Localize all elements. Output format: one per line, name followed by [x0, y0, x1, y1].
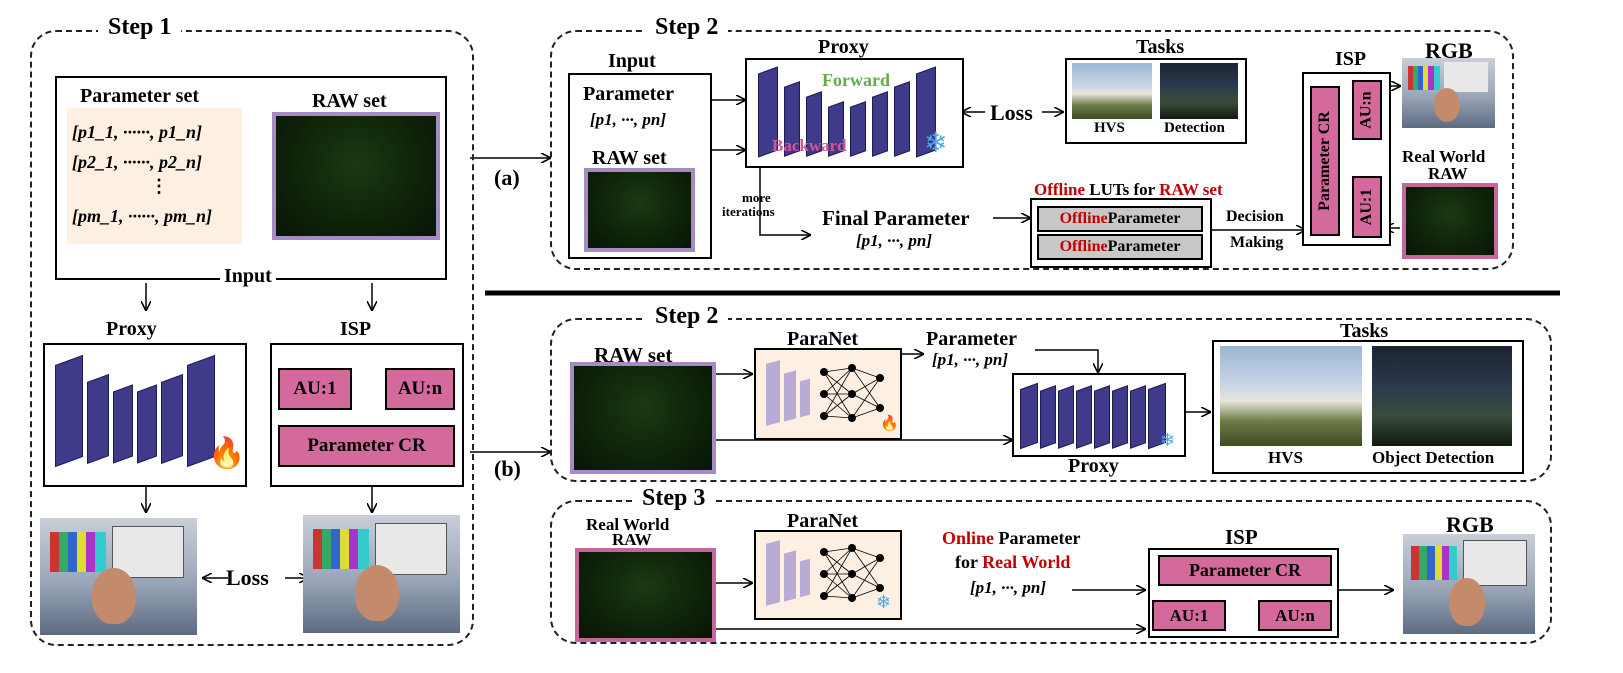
step2a-tasks-title: Tasks [1136, 36, 1184, 59]
step2b-proxy-label: Proxy [1068, 455, 1119, 478]
branch-a-label: (a) [494, 165, 520, 191]
step2b-raw-image [570, 362, 716, 474]
step1-proxy-network [55, 352, 225, 464]
step2a-rgb-image [1402, 58, 1495, 128]
final-parameter-label: Final Parameter [822, 206, 970, 231]
step2a-raw-image [584, 168, 695, 252]
neural-net-icon [762, 358, 894, 430]
forward-label: Forward [822, 70, 890, 91]
step2a-hvs-image [1072, 63, 1152, 119]
step2a-hvs-label: HVS [1094, 120, 1125, 137]
step3-rgb-image [1403, 534, 1535, 634]
step2a-detection-image [1160, 63, 1238, 119]
param-row-4: [pm_1, ······, pm_n] [72, 206, 212, 227]
step3-isp-label: ISP [1225, 525, 1258, 550]
param-row-1: [p1_1, ······, p1_n] [72, 122, 202, 143]
step2b-param-vec: [p1, ···, pn] [932, 350, 1008, 370]
step3-real-world-2: RAW [612, 530, 652, 550]
making-label: Making [1230, 234, 1283, 252]
step2b-object-detection-label: Object Detection [1372, 448, 1494, 468]
step1-proxy-output-image [40, 518, 197, 635]
luts-mid: LUTs for [1085, 180, 1159, 199]
step2b-proxy-network [1020, 380, 1175, 450]
step1-input-label: Input [220, 265, 276, 288]
step2b-parameter-label: Parameter [926, 328, 1017, 351]
step1-param-cr: Parameter CR [278, 425, 455, 467]
step2b-object-detection-image [1372, 346, 1512, 446]
step2a-parameter: Parameter [583, 83, 674, 106]
step2a-param-vec: [p1, ···, pn] [590, 110, 666, 130]
step3-param-cr: Parameter CR [1158, 555, 1332, 586]
step1-isp-output-image [303, 515, 460, 633]
final-parameter-vec: [p1, ···, pn] [856, 231, 932, 251]
step2b-hvs-label: HVS [1268, 448, 1303, 468]
step3-title: Step 3 [632, 485, 715, 512]
step1-loss-label: Loss [226, 565, 269, 591]
step2a-real-world-raw-image [1402, 183, 1498, 259]
step3-real-world-raw-image [575, 548, 716, 642]
step2b-title: Step 2 [645, 303, 728, 330]
param-row-3: ⋮ [150, 176, 168, 197]
step2a-proxy-label: Proxy [818, 36, 869, 59]
more-iterations-2: iterations [722, 204, 775, 220]
backward-label: Backward [772, 136, 847, 156]
offline-parameter-2: Offline Parameter [1037, 234, 1203, 260]
step2b-snowflake-icon: ❄ [1160, 430, 1175, 451]
raw-set-image [272, 112, 440, 240]
branch-b-label: (b) [494, 456, 521, 482]
step2a-isp-label: ISP [1335, 48, 1366, 71]
step1-au1: AU:1 [278, 368, 352, 410]
step3-param-vec: [p1, ···, pn] [970, 578, 1046, 598]
luts-title: Offline LUTs for RAW set [1034, 180, 1223, 200]
step1-proxy-label: Proxy [106, 318, 157, 341]
step1-isp-label: ISP [340, 318, 371, 341]
step2a-title: Step 2 [645, 14, 728, 41]
step3-aun: AU:n [1258, 600, 1332, 631]
online-parameter-label: Online Parameter [942, 528, 1080, 549]
step2a-raw-set-label: RAW set [592, 147, 667, 170]
step1-title: Step 1 [98, 14, 181, 41]
step2a-input-title: Input [608, 50, 656, 73]
parameter-set-title: Parameter set [80, 85, 199, 108]
step2b-fire-icon: 🔥 [880, 414, 899, 433]
step2a-loss: Loss [990, 100, 1033, 126]
step3-neural-net-icon [762, 538, 894, 610]
fire-icon: 🔥 [208, 436, 245, 471]
param-row-2: [p2_1, ······, p2_n] [72, 152, 202, 173]
step2a-real-world-2: RAW [1428, 164, 1468, 184]
for-real-world-label: for Real World [955, 552, 1070, 573]
step3-au1: AU:1 [1152, 600, 1226, 631]
step2a-au1: AU:1 [1352, 176, 1382, 238]
step3-snowflake-icon: ❄ [876, 592, 891, 613]
step2a-param-cr: Parameter CR [1310, 86, 1340, 236]
raw-set-title: RAW set [312, 90, 387, 113]
luts-raw-set: RAW set [1159, 180, 1222, 199]
decision-label: Decision [1226, 208, 1284, 226]
step2a-aun: AU:n [1352, 80, 1382, 140]
luts-offline-word: Offline [1034, 180, 1085, 199]
step2b-hvs-image [1220, 346, 1362, 446]
snowflake-icon: ❄ [924, 126, 947, 160]
step1-aun: AU:n [385, 368, 455, 410]
step2a-detection-label: Detection [1164, 120, 1225, 137]
offline-parameter-1: Offline Parameter [1037, 206, 1203, 232]
